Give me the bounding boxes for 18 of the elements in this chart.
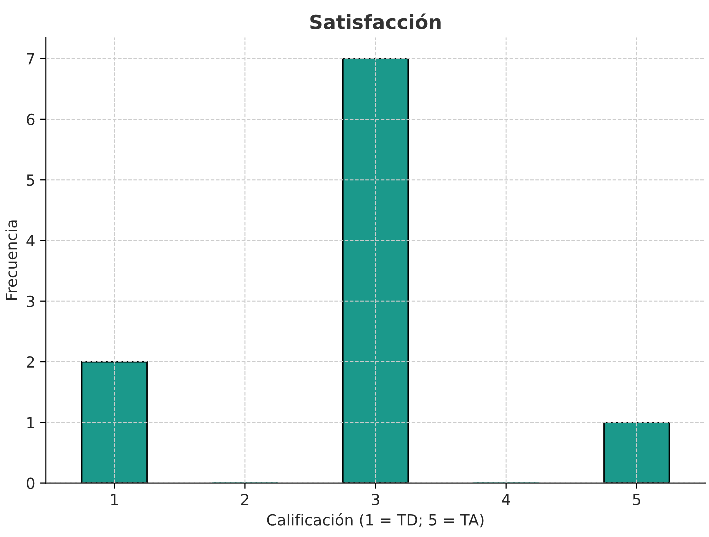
x-tick-label: 1 [111, 494, 118, 506]
y-tick-label: 4 [26, 235, 35, 247]
y-tick-label: 7 [27, 53, 34, 65]
bar [604, 422, 670, 484]
y-tick-label: 1 [28, 417, 34, 428]
y-tick-label: 2 [27, 356, 34, 368]
x-tick-label: 2 [241, 494, 249, 506]
x-tick-label: 3 [372, 494, 380, 506]
chart-title: Satisfacción [310, 14, 441, 30]
bar [81, 361, 148, 484]
y-tick-label: 6 [27, 114, 35, 126]
x-tick-label: 5 [633, 494, 640, 506]
x-tick-label: 4 [502, 494, 510, 506]
y-tick-label: 3 [27, 296, 34, 308]
y-tick-label: 5 [27, 174, 34, 186]
y-tick-label: 0 [26, 478, 35, 490]
x-axis-title: Calificación (1 = TD; 5 = TA) [267, 513, 484, 528]
y-axis-title: Frecuencia [6, 220, 18, 300]
